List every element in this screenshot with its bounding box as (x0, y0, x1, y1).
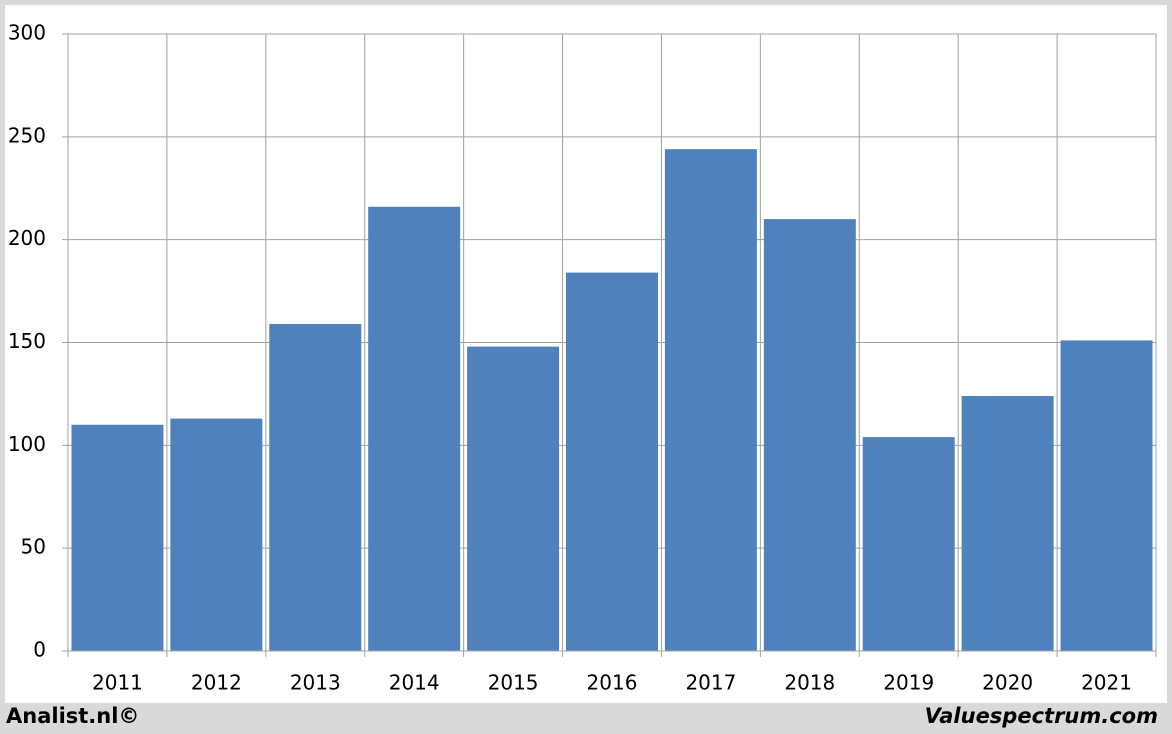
bar (763, 219, 856, 651)
bar (1060, 340, 1153, 651)
bar (71, 424, 164, 651)
y-tick-label: 300 (8, 21, 46, 45)
y-tick-label: 100 (8, 432, 46, 456)
bar (170, 418, 263, 651)
bar (368, 206, 461, 651)
bar (862, 437, 955, 651)
y-tick-label: 200 (8, 226, 46, 250)
bar (269, 323, 362, 651)
x-tick-label: 2020 (982, 671, 1033, 695)
x-tick-label: 2016 (587, 671, 638, 695)
x-tick-label: 2015 (488, 671, 539, 695)
bar (664, 149, 757, 651)
footer-right: Valuespectrum.com (925, 704, 1158, 728)
y-tick-label: 50 (21, 535, 46, 559)
x-tick-label: 2021 (1081, 671, 1132, 695)
bar (467, 346, 560, 651)
x-tick-label: 2019 (883, 671, 934, 695)
bar (566, 272, 658, 651)
x-tick-label: 2012 (191, 671, 242, 695)
bar (961, 395, 1054, 651)
y-tick-label: 250 (8, 123, 46, 147)
x-tick-label: 2018 (784, 671, 835, 695)
x-tick-label: 2013 (290, 671, 341, 695)
y-tick-label: 0 (33, 638, 46, 662)
x-tick-label: 2017 (685, 671, 736, 695)
footer-left: Analist.nl© (6, 704, 139, 728)
x-tick-label: 2011 (92, 671, 143, 695)
x-tick-label: 2014 (389, 671, 440, 695)
y-tick-label: 150 (8, 329, 46, 353)
